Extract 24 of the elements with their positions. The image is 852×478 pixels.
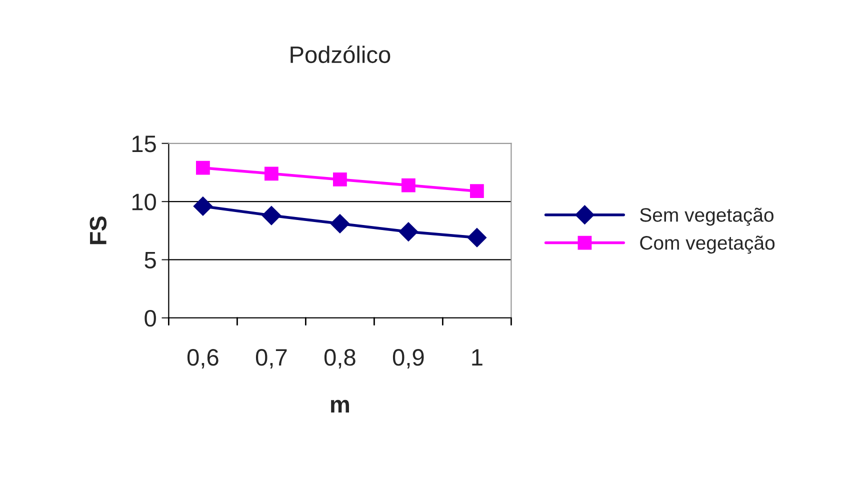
point [470, 184, 484, 198]
y-axis-title: FS [90, 216, 107, 244]
legend-label: Com vegetação [640, 236, 775, 254]
point [402, 178, 416, 192]
x-tick-label: 0,8 [324, 349, 356, 369]
point [193, 196, 212, 216]
y-tick-label: 15 [132, 136, 156, 152]
x-tick-label: 0,9 [392, 349, 424, 369]
x-tick-label: 0,7 [256, 349, 287, 369]
x-tick-label: 1 [472, 349, 482, 366]
point [398, 222, 418, 242]
y-tick-label: 5 [144, 252, 156, 268]
point [262, 206, 281, 226]
point [264, 166, 278, 181]
point [196, 160, 210, 175]
point [330, 214, 350, 234]
x-tick-label: 0,6 [187, 349, 218, 369]
x-axis-title: m [331, 400, 349, 413]
chart-title: Podzólico [290, 45, 390, 64]
y-tick-label: 0 [144, 310, 156, 327]
y-tick-label: 10 [132, 194, 156, 210]
point [467, 228, 486, 248]
point [333, 172, 347, 186]
legend-label: Sem vegetação [640, 208, 774, 226]
